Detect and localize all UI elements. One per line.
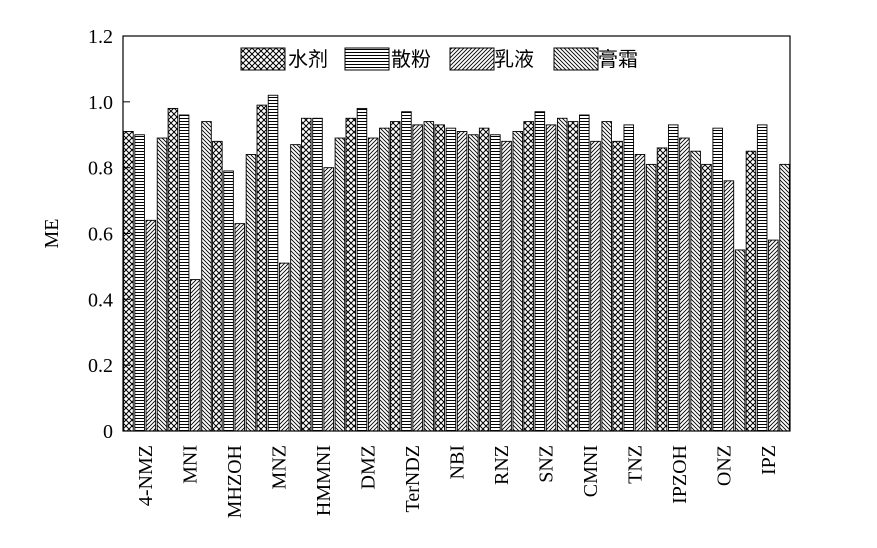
bar-horizontal <box>223 170 234 432</box>
x-tick-label: NBI <box>447 445 469 479</box>
bar-backdiagonal <box>334 137 346 432</box>
x-tick-label: IPZ <box>758 445 780 475</box>
x-tick-label: TNZ <box>624 445 646 484</box>
bar-backdiagonal <box>645 163 657 432</box>
legend-label: 乳液 <box>494 48 534 71</box>
x-tick-label: HMMNI <box>313 445 335 516</box>
bar-crosshatch <box>434 124 445 432</box>
bar-horizontal <box>312 117 323 432</box>
x-tick-label: IPZOH <box>669 445 691 504</box>
legend-swatch <box>344 47 390 71</box>
bar-crosshatch <box>478 127 490 432</box>
legend-label: 膏霜 <box>598 48 638 71</box>
bar-crosshatch <box>656 147 668 432</box>
bar-crosshatch <box>701 163 712 432</box>
bar-crosshatch <box>345 117 357 432</box>
bar-backdiagonal <box>201 121 212 432</box>
y-tick-label: 0.4 <box>88 289 113 311</box>
bar-diagonal <box>501 140 512 432</box>
y-axis-label: ME <box>41 219 63 249</box>
bar-horizontal <box>134 134 145 432</box>
bar-horizontal <box>401 111 412 432</box>
x-tick-label: RNZ <box>491 445 513 485</box>
bar-horizontal <box>667 124 679 432</box>
legend-swatch <box>553 47 599 71</box>
bar-backdiagonal <box>156 137 168 432</box>
bar-horizontal <box>178 114 190 432</box>
bar-crosshatch <box>523 121 534 432</box>
bar-horizontal <box>623 124 635 432</box>
bar-backdiagonal <box>556 117 568 432</box>
legend-label: 散粉 <box>391 48 431 71</box>
bar-backdiagonal <box>290 144 301 432</box>
bar-horizontal <box>445 127 457 432</box>
bar-crosshatch <box>167 107 179 432</box>
bar-horizontal <box>756 124 768 432</box>
x-tick-label: MHZOH <box>224 445 246 518</box>
bar-backdiagonal <box>690 150 701 432</box>
bar-diagonal <box>723 180 735 432</box>
bar-backdiagonal <box>245 154 257 432</box>
bar-diagonal <box>590 140 601 432</box>
x-axis: 4-NMZ MNI MHZOH MNZ HMMNI DMZ TerNDZ NBI RNZ SNZ C… <box>135 445 780 518</box>
bar-horizontal <box>534 111 546 432</box>
legend-swatch <box>240 47 286 71</box>
x-tick-label: MNZ <box>269 445 291 489</box>
bar-crosshatch <box>123 131 134 432</box>
y-tick-label: 1.2 <box>88 26 113 48</box>
bar-diagonal <box>634 154 646 432</box>
bar-horizontal <box>712 127 723 432</box>
bar-diagonal <box>679 137 690 432</box>
bar-crosshatch <box>212 140 223 432</box>
x-tick-label: DMZ <box>358 445 380 489</box>
bar-crosshatch <box>301 117 312 432</box>
bar-backdiagonal <box>734 249 746 432</box>
bars-group <box>123 94 790 432</box>
bar-backdiagonal <box>779 163 790 432</box>
bar-crosshatch <box>389 121 401 432</box>
x-tick-label: CMNI <box>580 445 602 497</box>
legend-swatch <box>449 47 495 71</box>
bar-backdiagonal <box>423 121 435 432</box>
bar-backdiagonal <box>468 134 479 432</box>
bar-diagonal <box>323 167 334 432</box>
bar-diagonal <box>545 124 557 432</box>
bar-horizontal <box>579 114 590 432</box>
legend: 水剂 散粉 乳液 膏霜 <box>240 47 638 71</box>
y-tick-label: 0 <box>103 421 113 443</box>
bar-backdiagonal <box>512 131 524 432</box>
bar-diagonal <box>768 239 779 432</box>
bar-diagonal <box>278 262 290 432</box>
bar-crosshatch <box>612 140 623 432</box>
y-axis: 0 0.2 0.4 0.6 0.8 1.0 1.2 <box>88 26 130 443</box>
x-tick-label: MNI <box>180 445 202 484</box>
y-tick-label: 0.6 <box>88 224 113 246</box>
x-tick-label: TerNDZ <box>402 445 424 512</box>
bar-diagonal <box>456 131 468 432</box>
x-tick-label: ONZ <box>713 445 735 486</box>
bar-backdiagonal <box>601 121 612 432</box>
x-tick-label: 4-NMZ <box>135 445 157 506</box>
bar-diagonal <box>412 124 423 432</box>
bar-diagonal <box>367 137 379 432</box>
bar-backdiagonal <box>379 127 390 432</box>
bar-crosshatch <box>256 104 268 432</box>
plot-frame <box>122 35 791 432</box>
bar-diagonal <box>145 219 157 432</box>
bar-crosshatch <box>745 150 757 432</box>
x-tick-label: SNZ <box>535 445 557 483</box>
bar-diagonal <box>234 223 246 432</box>
bar-horizontal <box>267 94 279 432</box>
y-tick-label: 0.2 <box>88 355 113 377</box>
bar-horizontal <box>490 134 501 432</box>
legend-label: 水剂 <box>288 48 328 71</box>
y-tick-label: 0.8 <box>88 158 113 180</box>
bar-crosshatch <box>567 121 579 432</box>
bar-horizontal <box>356 107 368 432</box>
y-tick-label: 1.0 <box>88 92 113 114</box>
bar-diagonal <box>190 279 201 432</box>
